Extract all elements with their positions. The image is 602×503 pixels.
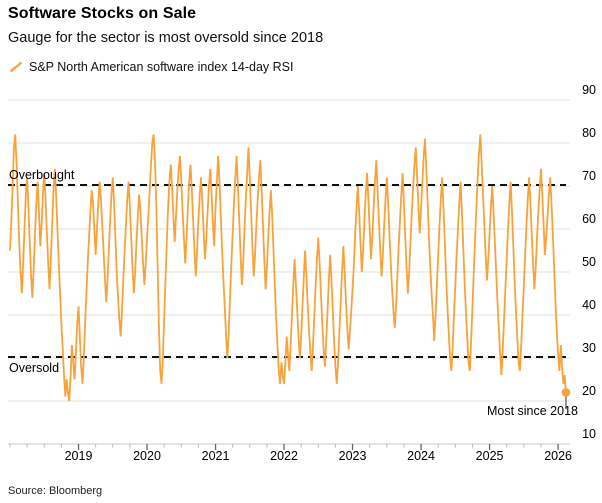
x-axis-tick-label: 2019 (64, 449, 93, 463)
x-axis-tick-label: 2025 (475, 449, 504, 463)
line-series-icon (9, 61, 23, 73)
x-axis-tick-label: 2024 (407, 449, 435, 463)
y-axis-tick-label: 10 (582, 427, 596, 441)
overbought-label: Overbought (9, 168, 75, 182)
x-axis-tick-label: 2020 (133, 449, 161, 463)
endpoint-annotation: Most since 2018 (486, 404, 578, 418)
x-axis-tick-label: 2023 (338, 449, 367, 463)
x-axis-tick-label: 2022 (270, 449, 298, 463)
chart-subtitle: Gauge for the sector is most oversold si… (8, 30, 324, 46)
y-axis-tick-label: 90 (582, 83, 596, 97)
legend: S&P North American software index 14-day… (9, 60, 293, 74)
page-title: Software Stocks on Sale (8, 5, 197, 22)
y-axis-tick-label: 40 (582, 298, 596, 312)
latest-point-marker (561, 388, 571, 397)
legend-series-label: S&P North American software index 14-day… (29, 60, 294, 74)
x-axis-tick-label: 2026 (544, 449, 572, 463)
rsi-line (9, 134, 567, 402)
y-axis-tick-label: 20 (582, 384, 596, 398)
oversold-label: Oversold (9, 361, 60, 375)
y-axis-tick-label: 50 (582, 255, 596, 269)
y-axis-tick-label: 80 (582, 126, 596, 140)
y-axis-tick-label: 60 (582, 212, 596, 226)
y-axis-tick-label: 70 (582, 169, 596, 183)
y-axis-tick-label: 30 (582, 341, 596, 355)
source-credit: Source: Bloomberg (8, 485, 103, 497)
x-axis-tick-label: 2021 (201, 449, 230, 463)
